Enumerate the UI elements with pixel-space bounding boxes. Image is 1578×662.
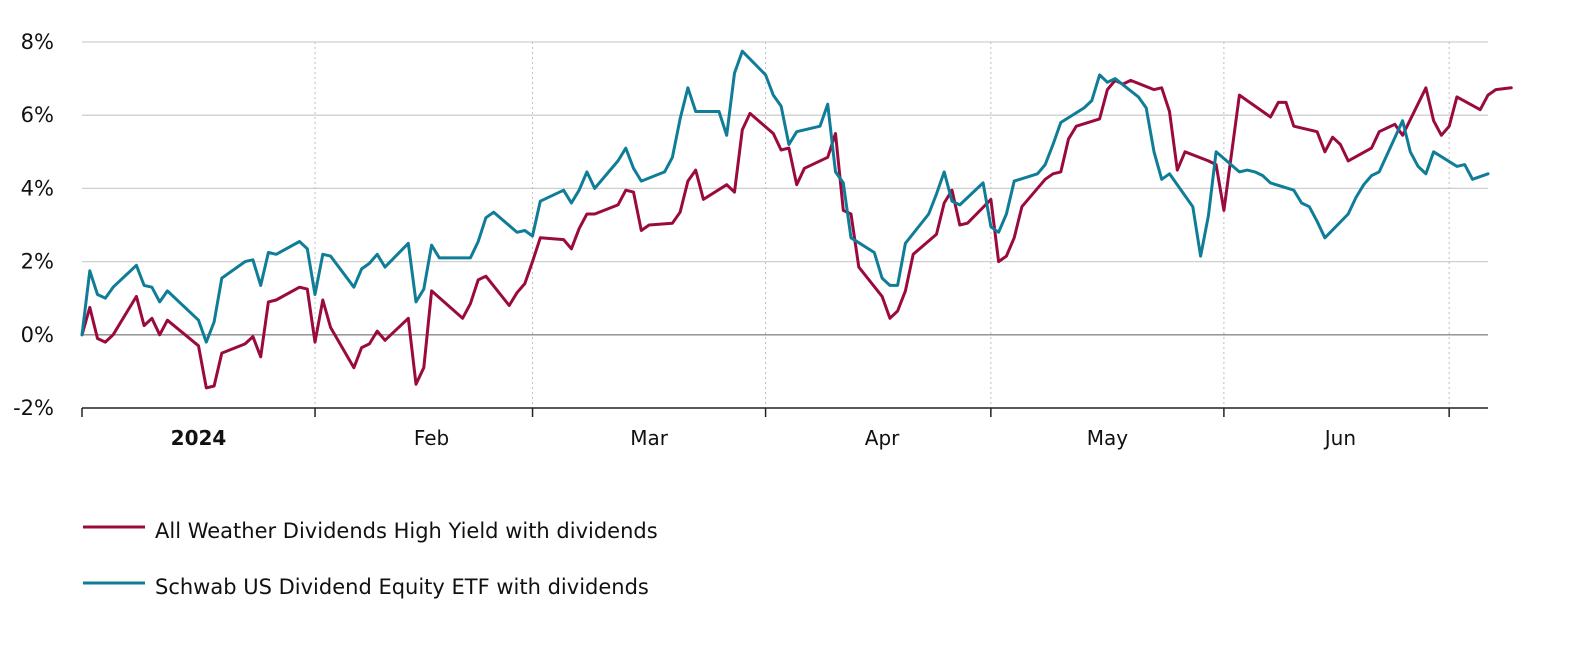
- x-tick-label: Mar: [630, 426, 669, 450]
- x-tick-label: Apr: [865, 426, 900, 450]
- y-tick-label: 4%: [21, 176, 54, 200]
- legend-item-all-weather[interactable]: All Weather Dividends High Yield with di…: [83, 519, 658, 543]
- y-tick-label: 2%: [21, 250, 54, 274]
- x-tick-label: May: [1087, 426, 1129, 450]
- series-line-all-weather: [80, 78, 1513, 390]
- legend: All Weather Dividends High Yield with di…: [83, 519, 658, 599]
- y-axis-tick-labels: 8% 6% 4% 2% 0% -2%: [13, 30, 54, 420]
- y-tick-label: 0%: [21, 323, 54, 347]
- y-tick-label: 6%: [21, 103, 54, 127]
- x-axis: 2024 Feb Mar Apr May Jun: [81, 407, 1488, 450]
- legend-item-schwab[interactable]: Schwab US Dividend Equity ETF with divid…: [83, 575, 649, 599]
- series-line-schwab: [80, 49, 1490, 344]
- y-tick-label: 8%: [21, 30, 54, 54]
- legend-label-schwab: Schwab US Dividend Equity ETF with divid…: [155, 575, 649, 599]
- legend-label-all-weather: All Weather Dividends High Yield with di…: [155, 519, 658, 543]
- series-lines: [80, 49, 1513, 390]
- x-tick-label: 2024: [171, 426, 227, 450]
- y-tick-label: -2%: [13, 396, 54, 420]
- x-tick-label: Jun: [1323, 426, 1356, 450]
- chart-grid: [82, 41, 1488, 408]
- x-tick-label: Feb: [414, 426, 449, 450]
